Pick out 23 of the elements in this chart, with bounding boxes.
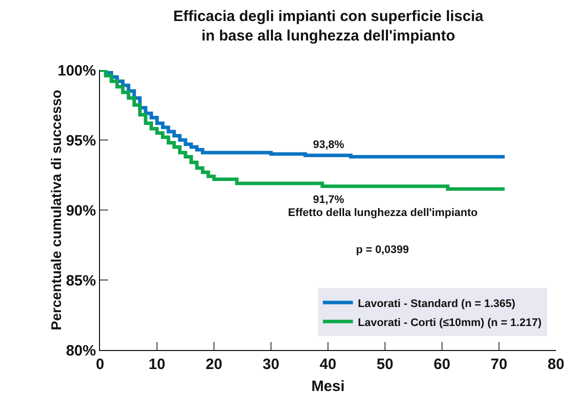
x-axis-title: Mesi [311,378,345,395]
y-tick-label: 90% [66,202,96,220]
y-tick-label: 85% [66,272,96,290]
y-tick-label: 95% [66,132,96,150]
x-tick-label: 0 [96,356,104,373]
x-tick-label: 70 [490,356,508,373]
legend-label: Lavorati - Corti (≤10mm) (n = 1.217) [358,316,542,329]
x-tick-label: 80 [548,356,564,373]
chart-title: Efficacia degli impianti con superficie liscia in base alla lunghezza dell'impianto [173,8,484,44]
y-tick-label: 100% [58,62,96,80]
x-tick-label: 40 [320,356,336,373]
x-tick-label: 10 [148,356,166,373]
annotation: 91,7% [313,194,344,206]
annotation: p = 0,0399 [356,244,409,256]
legend-label: Lavorati - Standard (n = 1.365) [358,298,516,310]
x-tick-label: 20 [206,356,222,373]
x-tick-label: 50 [376,356,394,373]
y-axis-title: Percentuale cumulativa di successo [48,90,64,330]
y-tick-label: 80% [66,342,96,360]
annotation: Effetto della lunghezza dell'impianto [288,207,478,219]
annotation: 93,8% [313,139,344,151]
x-tick-label: 30 [262,356,280,373]
x-tick-label: 60 [434,356,450,373]
